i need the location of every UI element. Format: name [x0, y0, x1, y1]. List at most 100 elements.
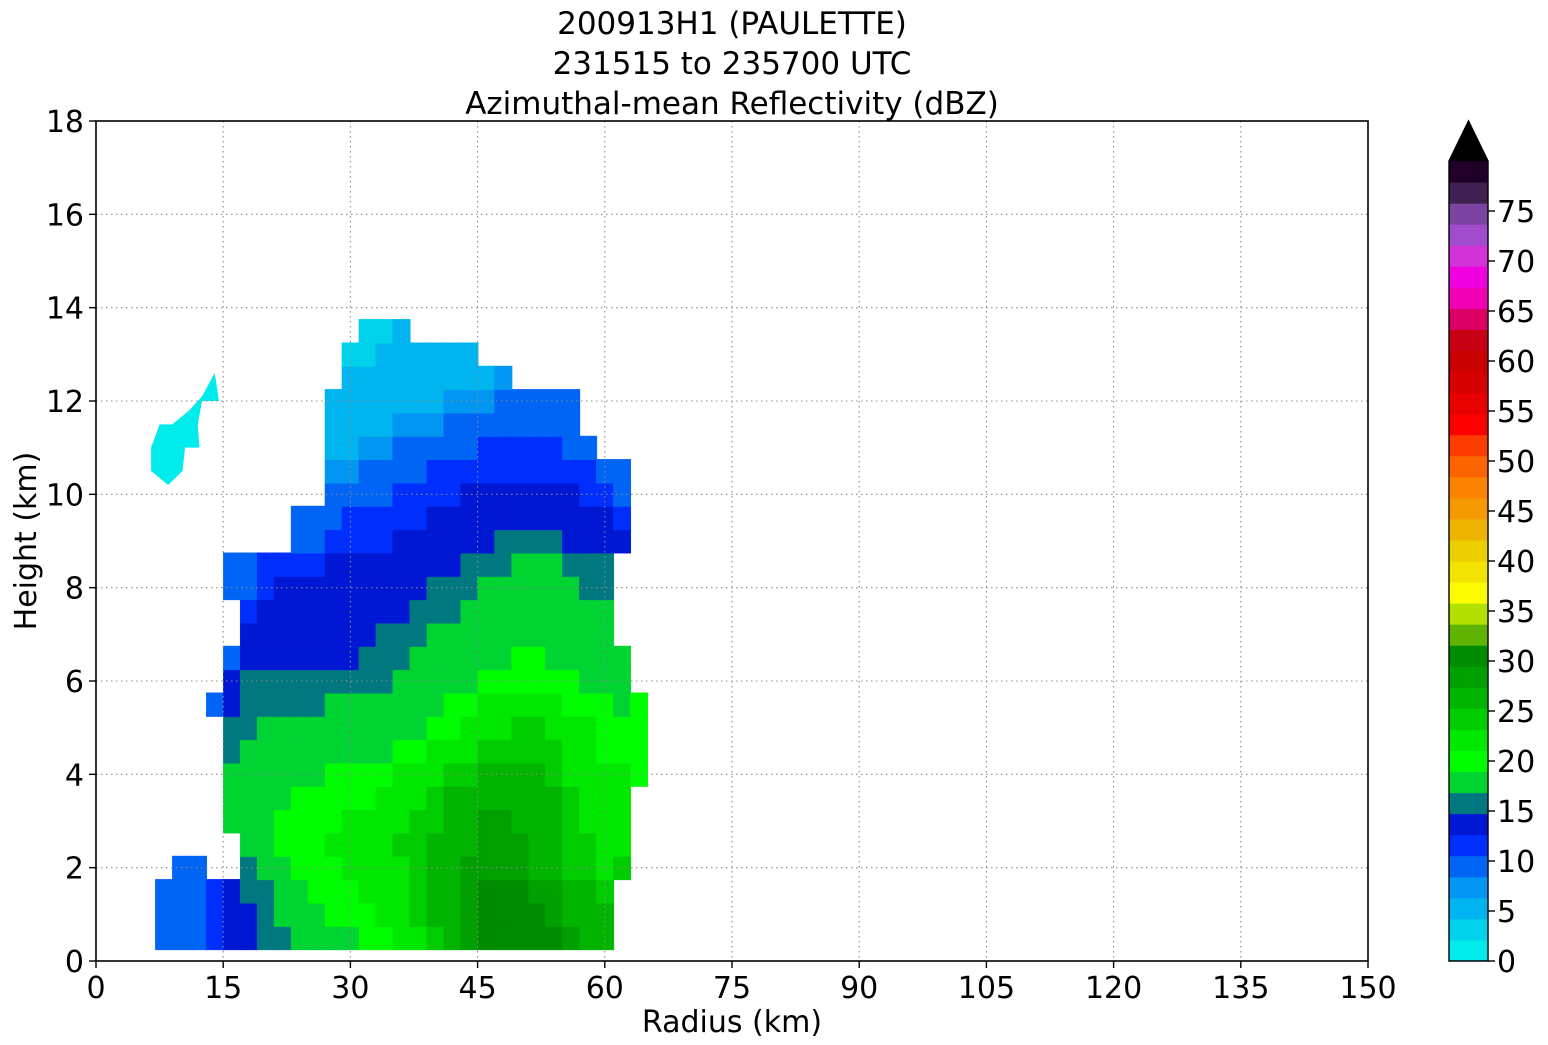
reflectivity-cell — [562, 925, 581, 951]
reflectivity-cell — [392, 645, 411, 671]
reflectivity-cell — [392, 319, 411, 344]
reflectivity-cell — [494, 785, 513, 811]
reflectivity-cell — [545, 645, 564, 671]
reflectivity-cell — [528, 925, 547, 951]
reflectivity-cell — [562, 529, 581, 554]
colorbar-swatch — [1449, 539, 1488, 562]
reflectivity-cell — [239, 809, 258, 834]
reflectivity-cell — [409, 529, 428, 554]
reflectivity-cell — [460, 505, 479, 531]
reflectivity-cell — [155, 879, 174, 904]
reflectivity-cell — [206, 692, 225, 717]
reflectivity-cell — [562, 902, 581, 927]
reflectivity-cell — [511, 879, 530, 904]
reflectivity-cell — [528, 739, 547, 764]
reflectivity-cell — [375, 505, 394, 531]
reflectivity-cell — [392, 879, 411, 904]
reflectivity-cell — [426, 365, 445, 391]
reflectivity-cell — [511, 902, 530, 927]
colorbar-swatch — [1449, 518, 1488, 541]
reflectivity-cell — [477, 459, 496, 484]
reflectivity-cell — [494, 529, 513, 554]
reflectivity-cell — [324, 505, 343, 531]
y-tick-label: 2 — [65, 852, 84, 887]
reflectivity-cell — [443, 645, 462, 671]
reflectivity-cell — [290, 762, 309, 787]
reflectivity-cell — [528, 505, 547, 531]
reflectivity-cell — [358, 599, 377, 624]
x-tick-label: 150 — [1339, 971, 1396, 1006]
reflectivity-cell — [562, 599, 581, 624]
reflectivity-cell — [392, 832, 411, 857]
reflectivity-cell — [477, 412, 496, 437]
reflectivity-cell — [358, 645, 377, 671]
x-tick-label: 30 — [331, 971, 369, 1006]
reflectivity-cell — [562, 552, 581, 577]
reflectivity-cell — [511, 692, 530, 717]
reflectivity-cell — [392, 785, 411, 811]
reflectivity-cell — [443, 412, 462, 437]
reflectivity-cell — [375, 482, 394, 507]
reflectivity-cell — [375, 692, 394, 717]
reflectivity-cell — [358, 365, 377, 391]
reflectivity-cell — [511, 622, 530, 647]
colorbar-swatch — [1449, 329, 1488, 351]
reflectivity-cell — [477, 622, 496, 647]
colorbar-swatch — [1449, 350, 1488, 373]
reflectivity-cell — [375, 669, 394, 694]
reflectivity-cell — [409, 832, 428, 857]
reflectivity-cell — [273, 879, 292, 904]
reflectivity-cell — [392, 342, 411, 367]
reflectivity-cell — [273, 692, 292, 717]
reflectivity-cell — [290, 669, 309, 694]
reflectivity-cell — [375, 459, 394, 484]
reflectivity-cell — [562, 739, 581, 764]
reflectivity-cell — [613, 645, 632, 671]
reflectivity-cell — [375, 785, 394, 811]
reflectivity-cell — [375, 739, 394, 764]
reflectivity-cell — [358, 692, 377, 717]
reflectivity-cell — [511, 785, 530, 811]
reflectivity-cell — [579, 925, 598, 951]
reflectivity-cell — [494, 879, 513, 904]
reflectivity-cell — [392, 412, 411, 437]
reflectivity-cell — [222, 645, 241, 671]
colorbar-outline — [1448, 119, 1489, 962]
reflectivity-cell — [307, 879, 326, 904]
reflectivity-cell — [630, 739, 648, 764]
reflectivity-cell — [460, 879, 479, 904]
reflectivity-cell — [443, 622, 462, 647]
colorbar-swatch — [1449, 434, 1488, 457]
anvil-patch — [151, 373, 219, 485]
x-tick-label: 120 — [1085, 971, 1142, 1006]
reflectivity-cell — [324, 832, 343, 857]
reflectivity-cell — [460, 715, 479, 741]
reflectivity-cell — [528, 552, 547, 577]
colorbar-tick-label: 5 — [1497, 895, 1516, 930]
reflectivity-cell — [206, 925, 225, 951]
reflectivity-cell — [562, 692, 581, 717]
reflectivity-cell — [579, 692, 598, 717]
reflectivity-cell — [477, 739, 496, 764]
reflectivity-cell — [324, 552, 343, 577]
reflectivity-cell — [290, 855, 309, 881]
colorbar-tick-label: 15 — [1497, 795, 1535, 830]
reflectivity-cell — [307, 692, 326, 717]
y-tick-label: 0 — [65, 945, 84, 980]
x-tick-label: 105 — [958, 971, 1015, 1006]
reflectivity-cell — [324, 692, 343, 717]
reflectivity-cell — [545, 832, 564, 857]
reflectivity-cell — [392, 622, 411, 647]
reflectivity-cell — [477, 832, 496, 857]
reflectivity-cell — [409, 879, 428, 904]
reflectivity-cell — [545, 412, 564, 437]
colorbar-swatch — [1449, 918, 1488, 941]
reflectivity-cell — [460, 739, 479, 764]
reflectivity-cell — [613, 715, 632, 741]
reflectivity-cell — [511, 599, 530, 624]
reflectivity-cell — [189, 902, 208, 927]
reflectivity-cell — [545, 389, 564, 414]
reflectivity-cell — [579, 505, 598, 531]
reflectivity-cell — [307, 552, 326, 577]
reflectivity-cell — [443, 692, 462, 717]
